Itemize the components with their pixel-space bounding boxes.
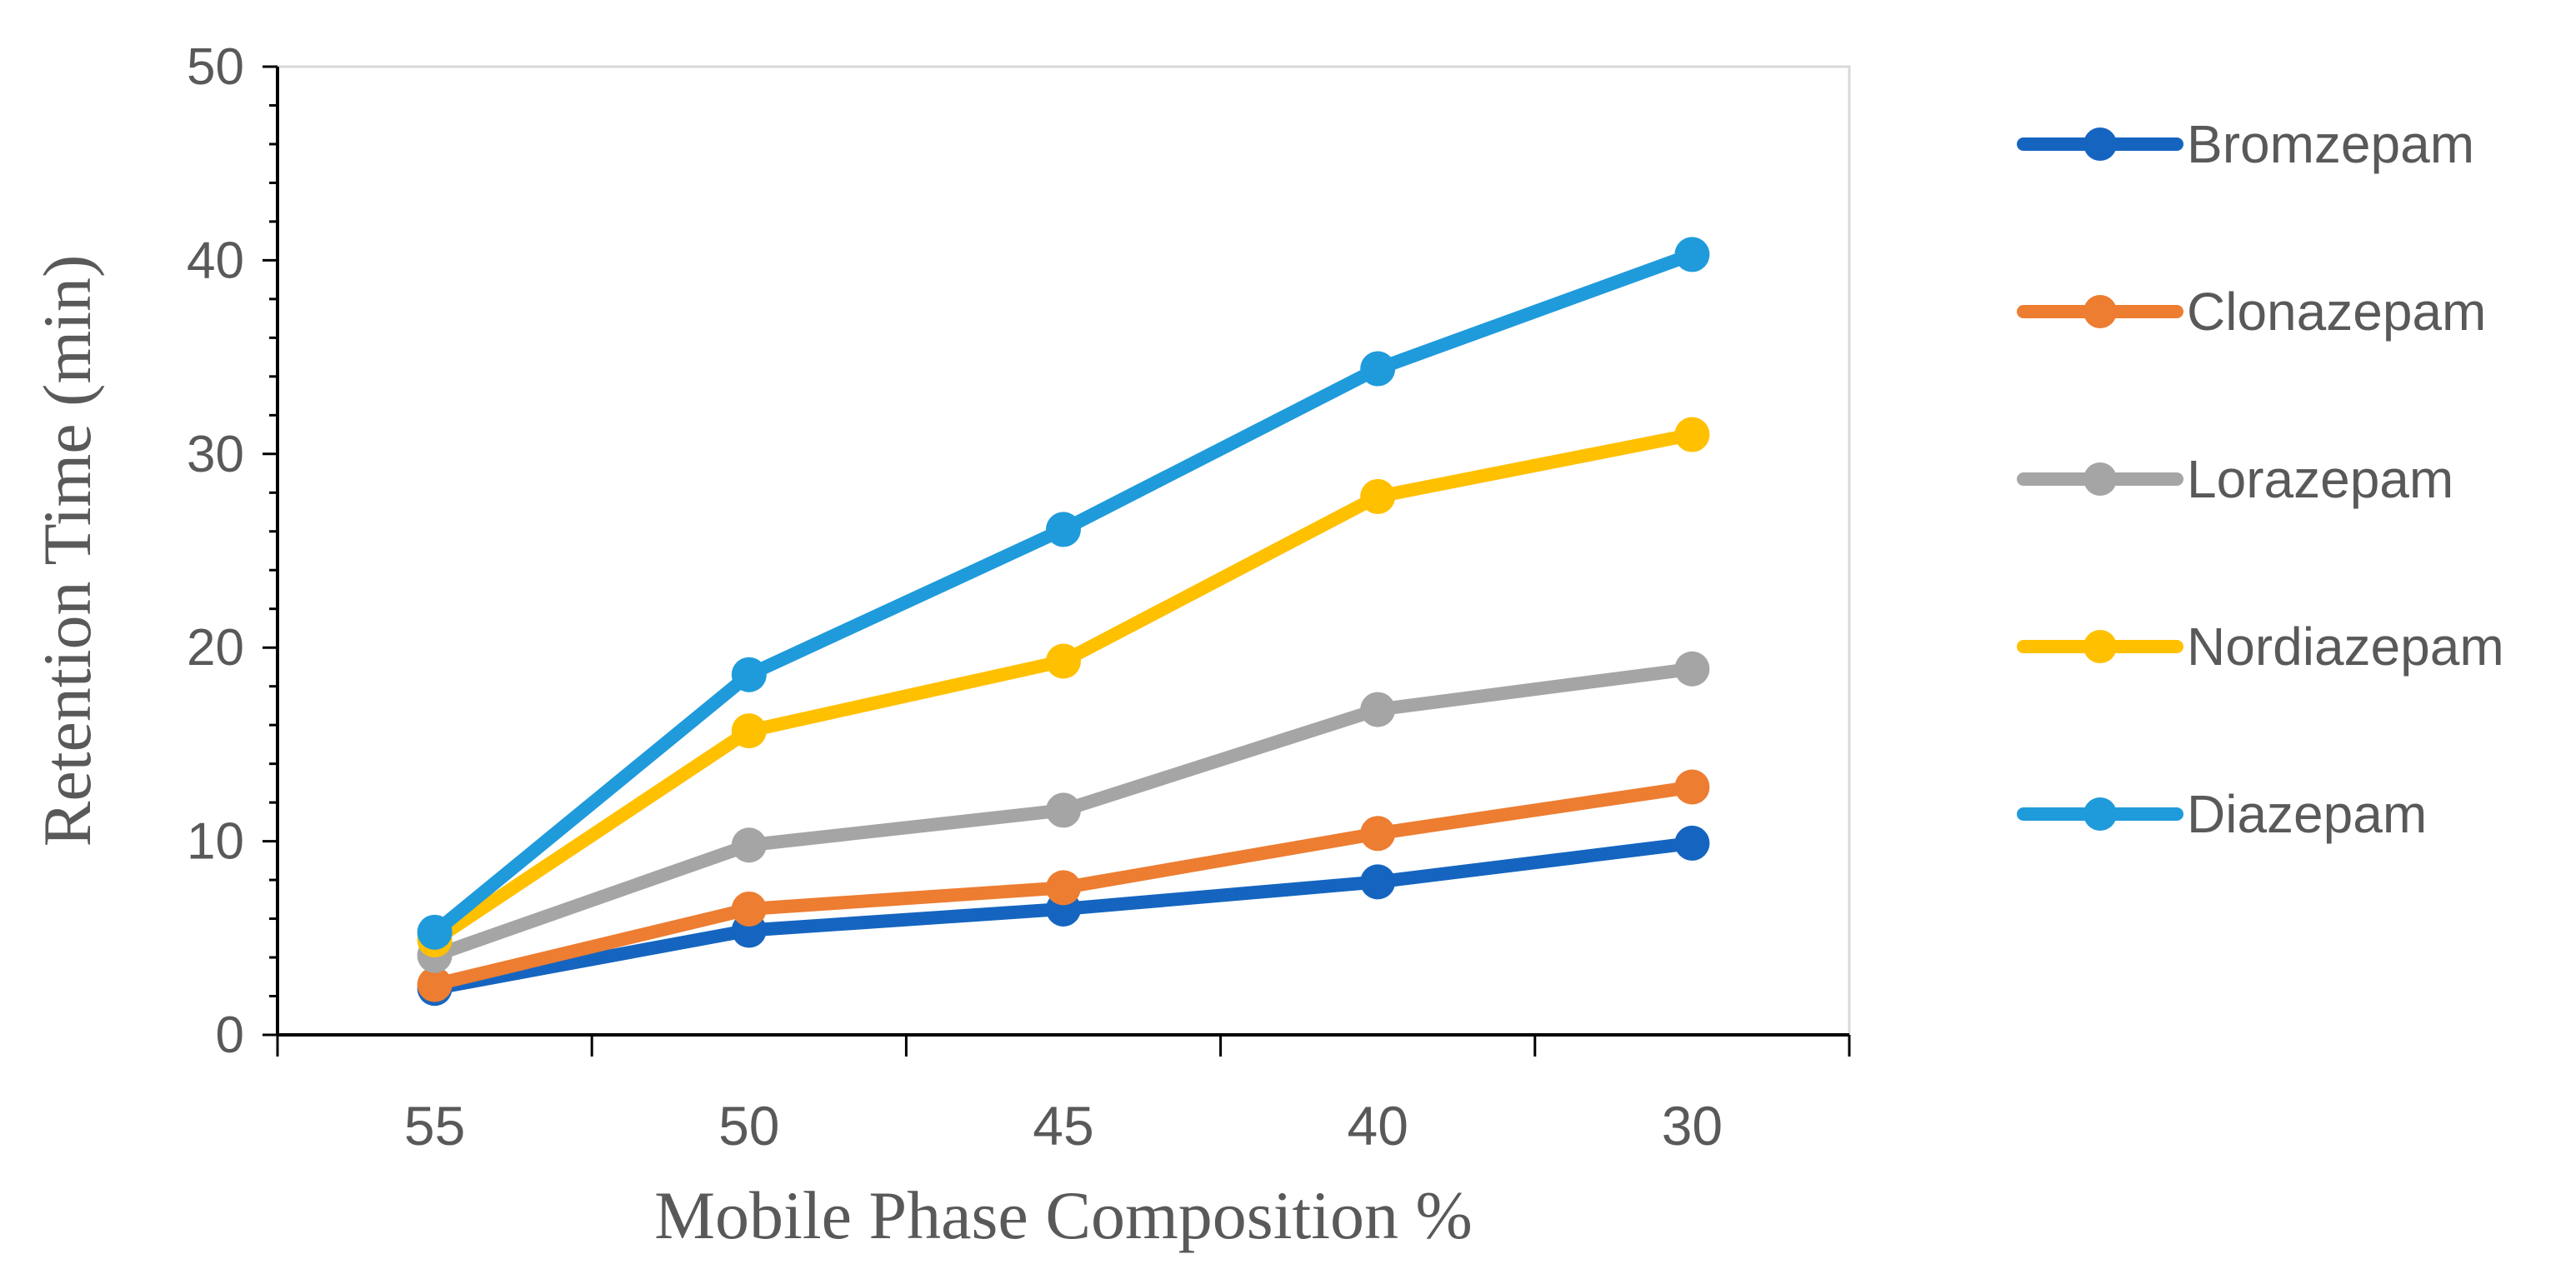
data-point xyxy=(1674,237,1710,272)
legend-label: Bromzepam xyxy=(2187,114,2474,174)
y-tick-label: 10 xyxy=(187,813,244,871)
x-axis-title: Mobile Phase Composition % xyxy=(654,1177,1473,1253)
legend-item-diazepam: Diazepam xyxy=(2017,784,2427,844)
legend-item-lorazepam: Lorazepam xyxy=(2017,449,2453,509)
data-point xyxy=(1360,478,1396,514)
data-point xyxy=(731,657,767,692)
legend-swatch-marker xyxy=(2083,462,2117,496)
y-tick-label: 30 xyxy=(187,426,244,483)
y-tick-label: 40 xyxy=(187,232,244,289)
x-tick-label: 55 xyxy=(404,1095,465,1157)
y-tick-label: 50 xyxy=(187,38,244,96)
legend-swatch-marker xyxy=(2083,295,2117,328)
data-point xyxy=(1360,692,1396,727)
legend-item-clonazepam: Clonazepam xyxy=(2017,282,2486,342)
series-layer xyxy=(417,237,1710,1007)
y-ticks: 0 10 20 30 40 50 xyxy=(187,38,278,1064)
legend-swatch-marker xyxy=(2083,127,2117,161)
legend-item-bromzepam: Bromzepam xyxy=(2017,114,2474,174)
plot-area xyxy=(276,65,1851,1037)
series-bromzepam xyxy=(417,825,1710,1007)
data-point xyxy=(1360,816,1396,852)
x-tick-label: 40 xyxy=(1347,1095,1408,1157)
legend-item-nordiazepam: Nordiazepam xyxy=(2017,617,2504,677)
legend-label: Nordiazepam xyxy=(2187,617,2504,677)
data-point xyxy=(417,914,453,950)
data-point xyxy=(1674,651,1710,687)
data-point xyxy=(1046,792,1081,828)
x-tick-label: 30 xyxy=(1662,1095,1723,1157)
x-tick-label: 45 xyxy=(1033,1095,1093,1157)
series-line xyxy=(428,247,1699,939)
x-ticks: 55 50 45 40 30 xyxy=(276,1035,1851,1157)
y-tick-label: 0 xyxy=(216,1007,244,1064)
data-point xyxy=(417,967,453,1002)
data-point xyxy=(1046,512,1081,547)
y-tick-label: 20 xyxy=(187,619,244,677)
data-point xyxy=(1360,351,1396,387)
x-tick-label: 50 xyxy=(718,1095,779,1157)
data-point xyxy=(1360,864,1396,900)
series-diazepam xyxy=(417,237,1710,950)
data-point xyxy=(1674,825,1710,861)
legend-swatch-marker xyxy=(2083,797,2117,831)
y-axis-title: Retention Time (min) xyxy=(29,255,105,847)
legend-label: Diazepam xyxy=(2187,784,2427,844)
data-point xyxy=(731,827,767,863)
data-point xyxy=(731,713,767,749)
data-point xyxy=(1674,769,1710,805)
data-point xyxy=(1674,417,1710,452)
legend-label: Clonazepam xyxy=(2187,282,2486,342)
data-point xyxy=(1046,870,1081,906)
legend-label: Lorazepam xyxy=(2187,449,2453,509)
data-point xyxy=(731,891,767,927)
legend-swatch-marker xyxy=(2083,630,2117,663)
data-point xyxy=(1046,643,1081,679)
legend: Bromzepam Clonazepam Lorazepam Nordiazepam D… xyxy=(2017,114,2504,844)
series-clonazepam xyxy=(417,769,1710,1002)
